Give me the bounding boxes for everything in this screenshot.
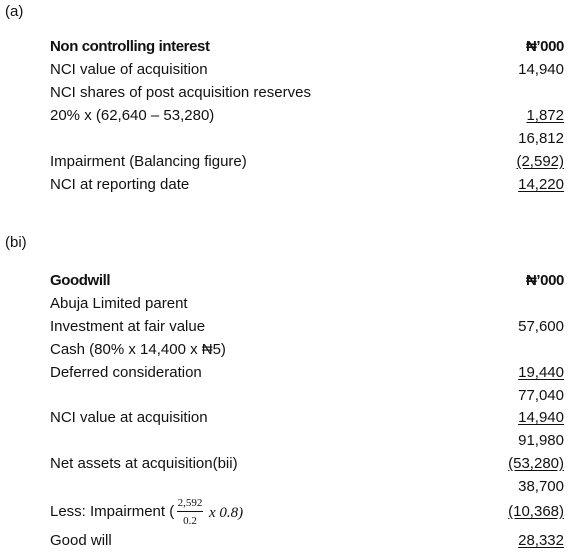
row-label: Non controlling interest bbox=[50, 38, 210, 55]
row-label: Cash (80% x 14,400 x ₦5) bbox=[50, 341, 226, 358]
amount: 14,940 bbox=[518, 409, 564, 426]
amount: 14,220 bbox=[518, 176, 564, 193]
amount: ₦’000 bbox=[525, 38, 564, 55]
amount: 91,980 bbox=[518, 432, 564, 449]
amount: 38,700 bbox=[518, 478, 564, 495]
fraction-denominator: 0.2 bbox=[183, 515, 197, 527]
section-label: (a) bbox=[5, 3, 24, 20]
amount: 1,872 bbox=[526, 107, 564, 124]
amount: ₦’000 bbox=[525, 272, 564, 289]
fraction-tail: x 0.8) bbox=[209, 505, 244, 521]
row-label: NCI at reporting date bbox=[50, 176, 190, 193]
row-label: Deferred consideration bbox=[50, 364, 202, 381]
amount: 57,600 bbox=[518, 318, 564, 335]
row-label: Investment at fair value bbox=[50, 318, 206, 335]
row-label: 20% x (62,640 – 53,280) bbox=[50, 107, 215, 124]
amount: 19,440 bbox=[518, 364, 564, 381]
section-label: (bi) bbox=[5, 234, 27, 251]
amount: 28,332 bbox=[518, 532, 564, 549]
row-label: NCI value of acquisition bbox=[50, 61, 208, 78]
row-label: NCI shares of post acquisition reserves bbox=[50, 84, 311, 101]
fraction-numerator: 2,592 bbox=[177, 497, 203, 509]
amount: (2,592) bbox=[516, 153, 564, 170]
fraction-bar bbox=[177, 511, 203, 512]
amount: (10,368) bbox=[508, 503, 564, 520]
row-label: Impairment (Balancing figure) bbox=[50, 153, 247, 170]
row-label: Goodwill bbox=[50, 272, 111, 289]
row-label: Good will bbox=[50, 532, 112, 549]
row-label: Net assets at acquisition(bii) bbox=[50, 455, 238, 472]
amount: 16,812 bbox=[518, 130, 564, 147]
amount: 14,940 bbox=[518, 61, 564, 78]
row-label: Abuja Limited parent bbox=[50, 295, 188, 312]
row-label: NCI value at acquisition bbox=[50, 409, 208, 426]
amount: 77,040 bbox=[518, 387, 564, 404]
amount: (53,280) bbox=[508, 455, 564, 472]
row-label: Less: Impairment ( bbox=[50, 503, 175, 520]
